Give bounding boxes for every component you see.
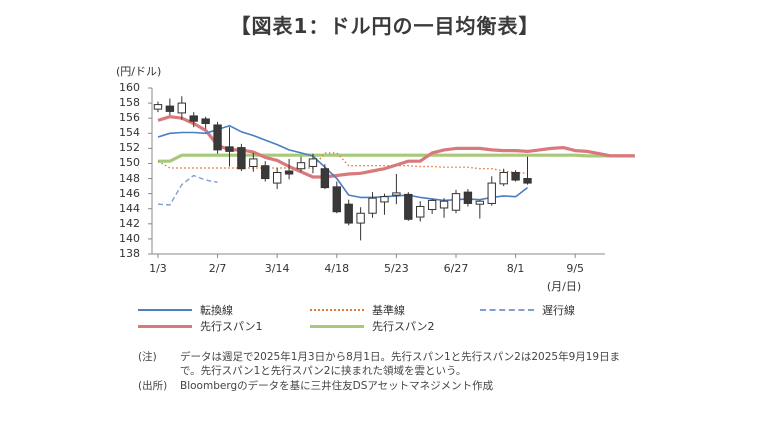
candle-body (284, 170, 294, 175)
candle-body (356, 212, 365, 224)
notes: (注) データは週足で2025年1月3日から8月1日。先行スパン1と先行スパン2… (138, 350, 640, 393)
candle-body (308, 158, 318, 167)
candle-body (427, 199, 437, 210)
candle-body (344, 203, 353, 224)
legend-item-tenkan: 転換線 (138, 302, 233, 318)
candle-body (487, 182, 496, 204)
candle-body (475, 200, 485, 205)
y-tick-label: 152 (119, 141, 140, 155)
x-tick-label: 1/3 (149, 262, 167, 275)
legend-item-chikou: 遅行線 (480, 302, 575, 318)
note-body: データは週足で2025年1月3日から8月1日。先行スパン1と先行スパン2は202… (180, 351, 621, 377)
x-tick-label: 8/1 (506, 262, 525, 275)
legend-swatch (310, 324, 364, 328)
note-head: (注) (138, 351, 157, 363)
legend-label: 基準線 (372, 304, 405, 317)
x-tick-label: 4/18 (324, 262, 350, 275)
source-head: (出所) (138, 380, 168, 392)
candle-body (392, 192, 401, 196)
candle-body (332, 186, 341, 213)
x-tick-label: 2/7 (208, 262, 227, 275)
candle-body (249, 158, 258, 167)
y-tick-label: 142 (119, 216, 140, 230)
source-row: (出所) Bloombergのデータを基に三井住友DSアセットマネジメント作成 (138, 379, 640, 393)
y-tick-label: 160 (119, 81, 140, 94)
source-body: Bloombergのデータを基に三井住友DSアセットマネジメント作成 (180, 380, 494, 392)
candle-body (272, 172, 282, 184)
y-tick-label: 150 (119, 156, 140, 170)
candle-body (463, 191, 473, 204)
ichimoku-chart (148, 87, 635, 258)
candle-body (261, 165, 270, 180)
note-row: (注) データは週足で2025年1月3日から8月1日。先行スパン1と先行スパン2… (138, 350, 640, 378)
candle-body (499, 172, 508, 185)
candle-body (153, 104, 163, 110)
legend-swatch (138, 324, 192, 328)
y-tick-label: 156 (119, 111, 140, 125)
x-tick-label: 3/14 (264, 262, 290, 275)
y-tick-label: 154 (119, 126, 140, 140)
x-tick-label: 9/5 (566, 262, 585, 275)
series-line-kijun (157, 152, 528, 174)
y-tick-label: 140 (119, 231, 140, 245)
y-tick-label: 144 (119, 201, 140, 215)
candle-body (416, 205, 425, 218)
legend-swatch (310, 309, 364, 311)
legend-label: 先行スパン1 (200, 320, 263, 333)
x-tick-label: 5/23 (384, 262, 409, 275)
y-tick-label: 138 (119, 247, 140, 260)
legend-swatch (480, 309, 534, 311)
y-tick-label: 158 (119, 96, 140, 110)
candle-body (177, 102, 186, 114)
candle-body (439, 200, 449, 209)
y-axis-unit: (円/ドル) (116, 65, 162, 78)
candle-body (451, 193, 461, 211)
candle-body (201, 118, 210, 124)
legend-label: 遅行線 (542, 304, 575, 317)
legend-item-kijun: 基準線 (310, 302, 405, 318)
legend-item-span2: 先行スパン2 (310, 318, 435, 334)
candle-body (225, 146, 234, 152)
candle-body (296, 162, 306, 170)
candle-body (511, 172, 520, 181)
legend-label: 先行スパン2 (372, 320, 435, 333)
y-tick-label: 146 (119, 186, 140, 200)
x-axis-unit: (月/日) (546, 280, 582, 293)
candle-body (404, 193, 413, 220)
legend-swatch (138, 309, 192, 311)
chart-title: 【図表1：ドル円の一目均衡表】 (230, 14, 540, 38)
y-tick-label: 148 (119, 171, 140, 185)
candle-body (165, 105, 175, 112)
candle-body (213, 124, 222, 151)
candle-body (368, 197, 377, 214)
x-tick-label: 6/27 (443, 262, 469, 275)
candle-body (189, 115, 198, 122)
series-line-chikou (157, 174, 218, 206)
legend-item-span1: 先行スパン1 (138, 318, 263, 334)
candle-body (523, 178, 532, 184)
candle-body (380, 196, 389, 203)
candle-body (320, 168, 330, 189)
candle-body (237, 147, 246, 170)
legend-label: 転換線 (200, 304, 233, 317)
